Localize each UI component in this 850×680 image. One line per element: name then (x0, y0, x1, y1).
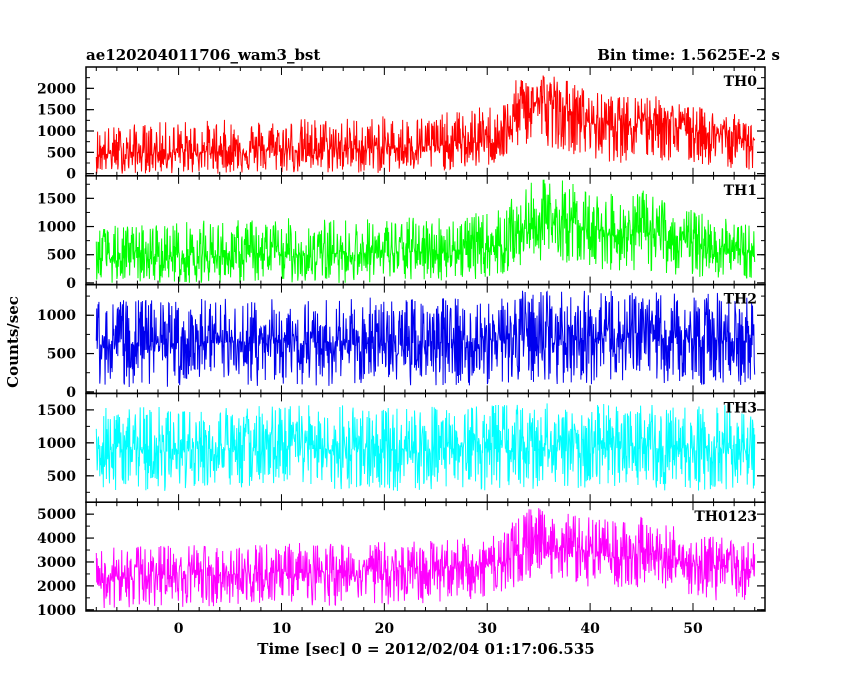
panel-th0123: 1000 2000 3000 4000 5000 TH0123 (37, 501, 766, 619)
bin-time-label: Bin time: 1.5625E-2 s (597, 46, 780, 64)
x-tick-label: 0 (174, 621, 184, 637)
y-tick-label: 1000 (37, 220, 76, 236)
panel-label: TH2 (724, 292, 757, 308)
y-tick-label: 3000 (37, 555, 76, 571)
series-th0123 (95, 508, 756, 609)
y-tick-label: 2000 (37, 579, 76, 595)
y-tick-label: 0 (66, 167, 76, 183)
series-th0 (95, 75, 756, 174)
y-tick-label: 1000 (37, 308, 76, 324)
y-tick-label: 4000 (37, 531, 76, 547)
x-tick-label: 30 (477, 621, 497, 637)
y-tick-label: 1500 (37, 191, 76, 207)
y-tick-label: 500 (47, 469, 76, 485)
panel-label: TH3 (724, 400, 757, 416)
x-axis: 0 10 20 30 40 50 (174, 621, 703, 637)
y-tick-label: 2000 (37, 81, 76, 97)
y-tick-label: 1000 (37, 436, 76, 452)
panel-th3: 500 1000 1500 TH3 (37, 392, 766, 503)
panel-th1: 0 500 1000 1500 TH1 (37, 175, 766, 292)
series-th3 (95, 403, 756, 492)
x-tick-label: 40 (580, 621, 600, 637)
y-tick-label: 500 (47, 248, 76, 264)
series-th1 (95, 179, 756, 283)
x-tick-label: 20 (375, 621, 395, 637)
series-th2 (95, 290, 756, 387)
y-tick-label: 1500 (37, 403, 76, 419)
x-tick-label: 10 (272, 621, 292, 637)
y-tick-label: 1000 (37, 603, 76, 619)
x-tick-label: 50 (683, 621, 703, 637)
y-tick-label: 0 (66, 385, 76, 401)
panel-label: TH0 (724, 74, 758, 90)
panel-th0: 0 500 1000 1500 2000 TH0 (37, 66, 766, 183)
panel-th2: 0 500 1000 TH2 (37, 283, 766, 401)
panels: 0 500 1000 1500 2000 TH0 0 500 1000 1500 TH1 0 500 10… (37, 66, 766, 619)
y-tick-label: 1500 (37, 103, 76, 119)
y-axis-label: Counts/sec (4, 296, 22, 388)
y-tick-label: 5000 (37, 507, 76, 523)
x-axis-label: Time [sec] 0 = 2012/02/04 01:17:06.535 (257, 640, 594, 658)
y-tick-label: 500 (47, 145, 76, 161)
y-tick-label: 500 (47, 347, 76, 363)
panel-label: TH0123 (694, 509, 757, 525)
y-tick-label: 0 (66, 276, 76, 292)
y-tick-label: 1000 (37, 124, 76, 140)
panel-label: TH1 (724, 183, 757, 199)
chart-title: ae120204011706_wam3_bst (86, 46, 320, 64)
